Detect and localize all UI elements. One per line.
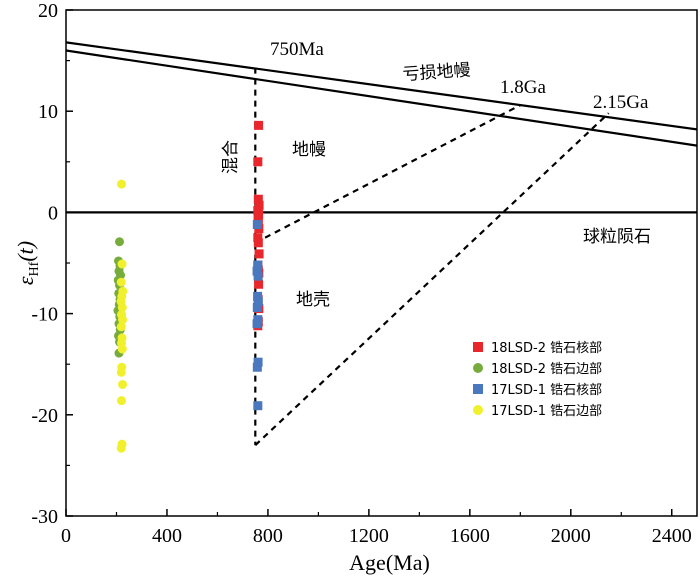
x-axis-title: Age(Ma) (349, 550, 430, 575)
1-8ga-evolution (254, 104, 521, 244)
data-point-series-3 (252, 362, 262, 372)
y-axis-subscript: Hf (27, 261, 42, 276)
data-point-series-3 (252, 266, 262, 276)
y-axis-symbol: ε (13, 276, 38, 285)
data-point-series-4 (116, 443, 126, 453)
data-point-series-4 (118, 315, 128, 325)
data-point-series-2 (115, 237, 125, 247)
annotation-crust: 地壳 (296, 290, 330, 310)
data-point-series-1 (253, 157, 263, 167)
data-point-series-3 (253, 401, 263, 411)
x-tick-label: 2000 (551, 525, 591, 547)
data-point-series-4 (116, 367, 126, 377)
data-point-series-1 (254, 249, 264, 259)
x-tick-label: 2400 (652, 525, 692, 547)
plot-data-layer (66, 41, 697, 453)
annotation-2-15ga: 2.15Ga (593, 92, 649, 113)
data-point-series-4 (117, 396, 127, 406)
2-15ga-evolution (254, 112, 610, 446)
legend-label: 18LSD-2 锆石核部 (491, 341, 602, 356)
depleted-mantle-upper-line (66, 41, 697, 131)
data-point-series-3 (252, 319, 262, 329)
legend-marker (473, 384, 483, 394)
legend: 18LSD-2 锆石核部 18LSD-2 锆石边部 17LSD-1 锆石核部 17LS… (473, 341, 602, 419)
data-point-series-1 (253, 194, 263, 204)
legend-label: 17LSD-1 锆石边部 (491, 404, 602, 419)
data-point-series-4 (117, 259, 127, 269)
data-point-series-1 (254, 279, 264, 289)
data-point-series-1 (253, 233, 263, 243)
annotation-mantle: 地幔 (292, 140, 326, 160)
axes: 0 400 800 1200 1600 2000 2400 20 10 0 -10 -20 -30 Age… (13, 0, 698, 575)
legend-marker (473, 405, 483, 415)
y-tick-label: 20 (38, 0, 58, 22)
y-tick-label: -20 (31, 405, 58, 427)
data-point-series-3 (253, 357, 263, 367)
x-tick-label: 800 (253, 525, 283, 547)
depleted-mantle-lower-line (66, 49, 697, 147)
y-axis-argument: (t) (13, 241, 38, 262)
annotation-1-8ga: 1.8Ga (500, 77, 546, 98)
annotation-chur: 球粒陨石 (583, 227, 651, 247)
x-tick-label: 0 (61, 525, 71, 547)
data-point-series-3 (253, 291, 263, 301)
data-point-series-3 (252, 303, 262, 313)
y-axis-title: εHf(t) (13, 241, 42, 285)
legend-marker (473, 363, 483, 373)
data-point-series-4 (117, 179, 127, 189)
data-point-series-4 (118, 379, 128, 389)
x-tick-label: 400 (152, 525, 182, 547)
y-tick-label: -10 (31, 304, 58, 326)
data-point-series-1 (254, 120, 264, 130)
legend-label: 17LSD-1 锆石核部 (491, 383, 602, 398)
data-point-series-4 (117, 344, 127, 354)
data-point-series-3 (253, 271, 263, 281)
data-point-series-3 (253, 260, 263, 270)
y-tick-label: 0 (48, 202, 58, 224)
y-tick-label: 10 (38, 101, 58, 123)
data-point-series-3 (252, 220, 262, 230)
annotation-750ma: 750Ma (270, 39, 324, 60)
data-point-series-4 (116, 277, 126, 287)
annotations: 750Ma 亏损地幔 1.8Ga 2.15Ga 混合 地幔 球粒陨石 地壳 (221, 39, 651, 310)
legend-label: 18LSD-2 锆石边部 (491, 362, 602, 377)
data-point-series-4 (116, 322, 126, 332)
data-point-series-1 (254, 200, 264, 210)
legend-marker (473, 342, 483, 352)
x-tick-label: 1200 (349, 525, 389, 547)
annotation-mixing: 混合 (221, 140, 241, 174)
y-tick-label: -30 (31, 506, 58, 528)
annotation-depleted-mantle: 亏损地幔 (402, 60, 471, 85)
data-point-series-4 (117, 303, 127, 313)
data-point-series-1 (253, 238, 263, 248)
x-tick-label: 1600 (450, 525, 490, 547)
data-point-series-3 (253, 296, 263, 306)
